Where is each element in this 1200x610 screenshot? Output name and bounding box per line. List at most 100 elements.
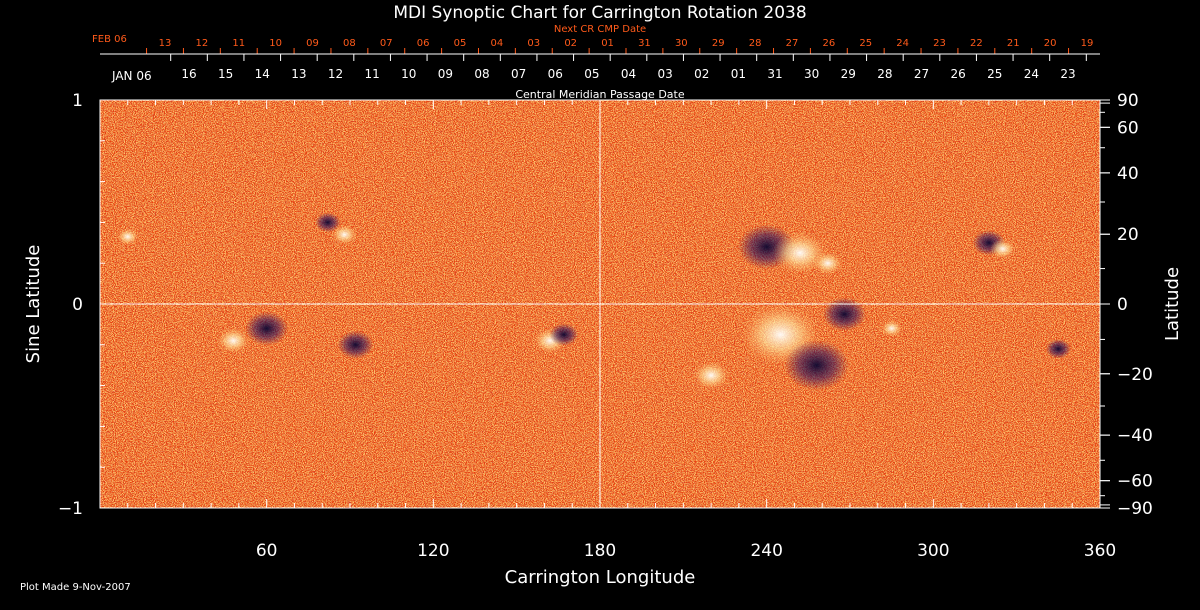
cmp-date-label: 06: [548, 67, 563, 81]
cmp-date-label: 13: [291, 67, 306, 81]
active-region-negative: [822, 297, 867, 332]
next-date-label: 03: [527, 38, 540, 49]
x-tick-label: 360: [1084, 541, 1116, 561]
cmp-date-label: 02: [694, 67, 709, 81]
active-region-negative: [337, 330, 374, 359]
cmp-date-label: 27: [914, 67, 929, 81]
left-axis-ticks: [100, 99, 110, 509]
next-date-label: 10: [269, 38, 282, 49]
left-tick-label: 0: [72, 295, 83, 315]
cmp-date-labels: 16 15 14 13 12 11 10 09 08 07 06 05 04 03 02 01 31 30 29 28…: [181, 67, 1075, 81]
cmp-month-label: JAN 06: [111, 69, 152, 83]
next-date-label: 27: [786, 38, 799, 49]
cmp-date-label: 12: [328, 67, 343, 81]
active-region-positive: [331, 224, 358, 245]
next-date-label: 22: [970, 38, 983, 49]
active-region-negative: [1045, 339, 1071, 359]
cmp-date-label: 31: [767, 67, 782, 81]
cmp-date-label: 03: [657, 67, 672, 81]
left-axis-tick-labels: 1 0 −1: [58, 91, 83, 519]
next-date-label: 21: [1007, 38, 1020, 49]
cmp-date-label: 23: [1060, 67, 1075, 81]
cmp-date-label: 25: [987, 67, 1002, 81]
plot-made-footer: Plot Made 9-Nov-2007: [20, 582, 131, 593]
cmp-date-label: 09: [438, 67, 453, 81]
next-date-label: 11: [232, 38, 245, 49]
cmp-date-label: 08: [474, 67, 489, 81]
x-tick-label: 120: [417, 541, 449, 561]
right-tick-label: −40: [1117, 426, 1153, 446]
left-tick-label: −1: [58, 499, 83, 519]
next-cmp-ticks: [100, 48, 1100, 55]
cmp-date-label: 30: [804, 67, 819, 81]
x-axis-tick-labels: 60 120 180 240 300 360: [256, 541, 1116, 561]
right-tick-label: 60: [1117, 118, 1139, 138]
active-region-negative: [549, 323, 579, 346]
left-tick-label: 1: [72, 91, 83, 111]
right-tick-label: −20: [1117, 365, 1153, 385]
right-tick-label: −90: [1117, 499, 1153, 519]
next-date-label: 07: [380, 38, 393, 49]
x-axis-label: Carrington Longitude: [505, 567, 696, 588]
active-region-positive: [116, 228, 139, 246]
active-region-positive: [693, 361, 730, 390]
next-date-label: 28: [749, 38, 762, 49]
next-month-label: FEB 06: [92, 34, 127, 45]
right-tick-label: 90: [1117, 91, 1139, 111]
next-date-label: 20: [1044, 38, 1057, 49]
next-date-label: 24: [896, 38, 909, 49]
active-region-positive: [813, 252, 843, 275]
right-tick-label: 20: [1117, 225, 1139, 245]
active-region-negative: [784, 340, 850, 391]
active-region-positive: [217, 328, 250, 354]
next-date-label: 01: [601, 38, 614, 49]
cmp-date-label: 04: [621, 67, 636, 81]
cmp-date-label: 15: [218, 67, 233, 81]
next-date-label: 05: [454, 38, 467, 49]
next-date-label: 08: [343, 38, 356, 49]
active-region-positive: [990, 239, 1016, 259]
cmp-ticks: [170, 54, 1087, 61]
cmp-date-label: 01: [731, 67, 746, 81]
x-tick-label: 180: [584, 541, 616, 561]
next-date-label: 02: [564, 38, 577, 49]
cmp-date-label: 29: [841, 67, 856, 81]
cmp-axis-label: Central Meridian Passage Date: [515, 88, 684, 101]
next-date-label: 06: [417, 38, 430, 49]
cmp-date-label: 14: [255, 67, 270, 81]
x-tick-label: 300: [917, 541, 949, 561]
next-date-label: 23: [933, 38, 946, 49]
right-axis-label: Latitude: [1162, 267, 1183, 341]
active-regions: [116, 212, 1071, 391]
next-date-label: 26: [822, 38, 835, 49]
left-axis-label: Sine Latitude: [23, 245, 44, 364]
next-date-label: 29: [712, 38, 725, 49]
x-tick-label: 60: [256, 541, 278, 561]
next-date-label: 13: [159, 38, 172, 49]
cmp-date-label: 11: [364, 67, 379, 81]
cmp-date-label: 24: [1024, 67, 1039, 81]
right-tick-label: 40: [1117, 164, 1139, 184]
next-date-label: 25: [859, 38, 872, 49]
right-tick-label: 0: [1117, 295, 1128, 315]
next-date-label: 09: [306, 38, 319, 49]
next-date-label: 19: [1081, 38, 1094, 49]
active-region-negative: [245, 311, 289, 346]
x-axis-ticks: [127, 100, 1073, 508]
next-cmp-date-labels: 13 12 11 10 09 08 07 06 05 04 03 02 01 31 30 29 28 27 26 25…: [159, 38, 1094, 49]
next-date-label: 12: [196, 38, 209, 49]
next-date-label: 30: [675, 38, 688, 49]
active-region-negative: [315, 212, 341, 233]
cmp-date-label: 26: [950, 67, 965, 81]
next-date-label: 31: [638, 38, 651, 49]
right-axis-tick-labels: 90 60 40 20 0 −20 −40 −60 −90: [1117, 91, 1153, 519]
chart-title: MDI Synoptic Chart for Carrington Rotati…: [393, 3, 806, 23]
x-tick-label: 240: [750, 541, 782, 561]
right-axis-ticks: [1100, 99, 1110, 509]
active-region-positive: [880, 320, 903, 337]
next-date-label: 04: [491, 38, 504, 49]
cmp-date-label: 05: [584, 67, 599, 81]
cmp-date-label: 07: [511, 67, 526, 81]
cmp-date-label: 10: [401, 67, 416, 81]
